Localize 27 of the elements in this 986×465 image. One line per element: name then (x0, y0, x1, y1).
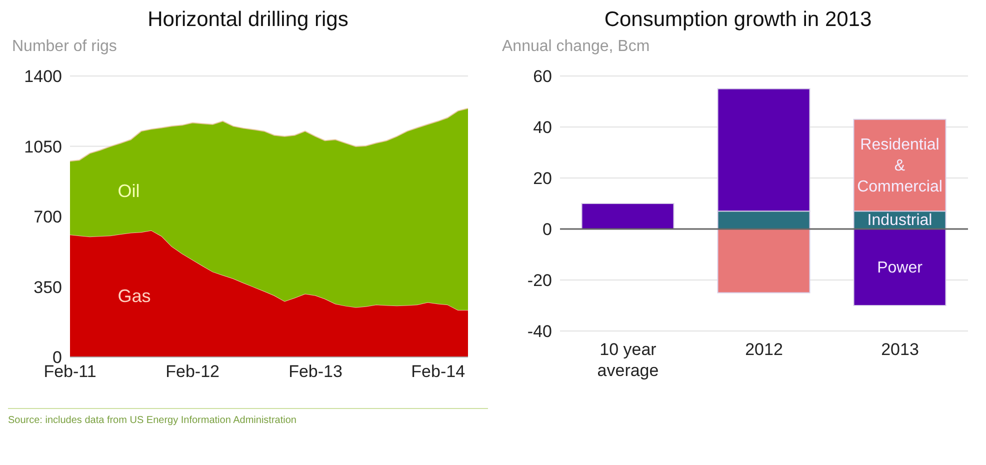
x-tick-label: Feb-13 (288, 362, 342, 382)
y-tick-label: 700 (34, 208, 62, 227)
y-tick-label: 1400 (24, 67, 62, 86)
series-label: Oil (118, 180, 140, 202)
y-tick-label: 350 (34, 278, 62, 297)
y-tick-label: 60 (533, 67, 552, 86)
y-tick-label: 0 (542, 220, 552, 240)
x-tick-label: 10 year average (597, 340, 659, 380)
y-tick-label: -20 (527, 271, 552, 290)
y-tick-label: -40 (527, 322, 552, 342)
bar (581, 203, 674, 230)
series-label: Gas (118, 286, 151, 307)
y-tick-label: 40 (533, 118, 552, 138)
y-axis-title: Annual change, Bcm (501, 38, 651, 57)
x-tick-label: 2013 (881, 340, 919, 359)
x-tick-label: Feb-14 (411, 362, 466, 382)
x-tick-label: Feb-12 (166, 362, 220, 382)
chart-title: Consumption growth in 2013 (603, 8, 873, 33)
series-label: Residential & Commercial (857, 136, 942, 195)
y-axis-title: Number of rigs (11, 38, 118, 57)
chart-title: Horizontal drilling rigs (146, 8, 350, 33)
y-tick-label: 20 (533, 169, 552, 188)
x-tick-label: 2012 (745, 340, 783, 359)
y-tick-label: 1050 (24, 137, 62, 156)
source-note: Source: includes data from US Energy Information Administration (8, 408, 488, 426)
series-label: Industrial (867, 212, 932, 229)
series-label: Power (877, 258, 924, 276)
